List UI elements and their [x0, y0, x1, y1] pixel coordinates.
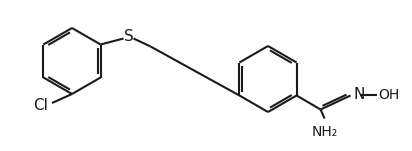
Text: S: S [124, 29, 133, 44]
Text: Cl: Cl [33, 98, 48, 112]
Text: N: N [353, 87, 365, 102]
Text: NH₂: NH₂ [311, 125, 338, 138]
Text: OH: OH [379, 87, 400, 101]
